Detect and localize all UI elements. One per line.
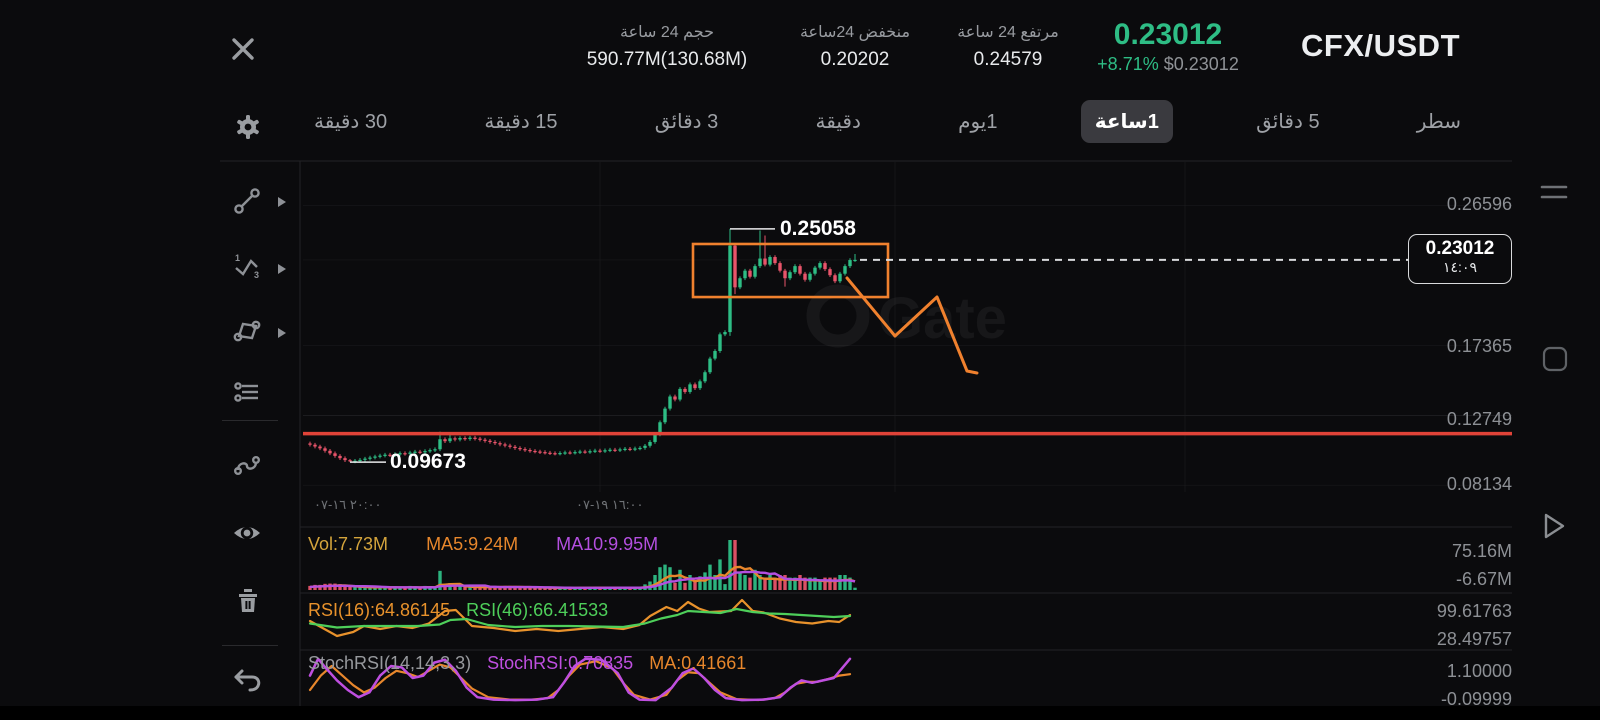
marked-high-label: 0.25058	[780, 217, 856, 240]
tab-15min[interactable]: 15 دقيقة	[484, 111, 558, 133]
current-price-badge: 0.23012 ١٤:٠٩	[1408, 234, 1512, 284]
stochrsi-params-label: StochRSI(14,14,3,3)	[308, 653, 472, 673]
svg-text:1: 1	[235, 253, 240, 263]
rsi-indicator-labels: RSI(16):64.86145 RSI(46):66.41533	[308, 600, 608, 621]
volume-indicator-labels: Vol:7.73M MA5:9.24M MA10:9.95M	[308, 534, 658, 555]
stat-24h-low: منخفض 24ساعة 0.20202	[799, 24, 911, 70]
price-axis-label: 0.26596	[1446, 194, 1512, 214]
ma10-label: MA10:9.95M	[556, 534, 659, 554]
tab-5min[interactable]: 5 دقائق	[1256, 111, 1320, 133]
stochrsi-value-label: StochRSI:0.70835	[487, 653, 634, 673]
submenu-arrow-icon[interactable]	[277, 327, 287, 339]
tab-1min[interactable]: دقيقة	[815, 111, 861, 133]
hide-drawings-eye-icon[interactable]	[231, 518, 263, 548]
svg-text:Gate: Gate	[878, 286, 1007, 351]
stochrsi-indicator-labels: StochRSI(14,14,3,3) StochRSI:0.70835 MA:…	[308, 653, 746, 674]
stat-24h-volume: حجم 24 ساعة 590.77M(130.68M)	[586, 24, 748, 70]
pair-title: CFX/USDT	[1301, 28, 1460, 63]
tab-30min[interactable]: 30 دقيقة	[314, 111, 388, 133]
elliott-wave-tool[interactable]: 1 3	[232, 252, 262, 282]
volume-axis-max: 75.16M	[1451, 541, 1512, 561]
time-axis-label: ١٦:٠٠ ١٩-٠٧	[576, 497, 644, 512]
play-replay-icon[interactable]	[1542, 512, 1566, 540]
marked-low-label: 0.09673	[390, 450, 466, 473]
price-axis-label: 0.12749	[1446, 409, 1512, 429]
fullscreen-icon[interactable]	[1542, 346, 1568, 372]
last-price-block: 0.23012 +8.71% $0.23012	[1088, 18, 1248, 75]
tab-1hour-selected[interactable]: 1ساعة	[1080, 100, 1173, 143]
rsi-axis-min: 28.49757	[1436, 629, 1512, 649]
stat-24h-high: مرتفع 24 ساعة 0.24579	[957, 24, 1059, 70]
rsi-axis-max: 99.61763	[1436, 601, 1512, 621]
tab-line[interactable]: سطر	[1416, 111, 1461, 133]
submenu-arrow-icon[interactable]	[277, 196, 287, 208]
price-usd: $0.23012	[1163, 54, 1239, 74]
last-price: 0.23012	[1113, 18, 1223, 51]
system-navigation-bar	[0, 706, 1600, 720]
parallel-lines-tool[interactable]	[232, 378, 262, 408]
submenu-arrow-icon[interactable]	[277, 263, 287, 275]
rsi46-label: RSI(46):66.41533	[466, 600, 609, 620]
sidebar-divider	[222, 420, 278, 421]
tab-3min[interactable]: 3 دقائق	[654, 111, 719, 133]
change-percent: +8.71%	[1097, 54, 1159, 74]
ma5-label: MA5:9.24M	[426, 534, 519, 554]
timeframe-tabs: سطر 5 دقائق 1ساعة 1يوم دقيقة 3 دقائق 15 …	[300, 100, 1475, 143]
stoch-axis-max: 1.10000	[1446, 661, 1512, 681]
time-axis-label: ٢٠:٠٠ ١٦-٠٧	[314, 497, 382, 512]
volume-axis-min: -6.67M	[1455, 569, 1512, 589]
countdown-time: ١٤:٠٩	[1443, 259, 1477, 275]
shape-rectangle-tool[interactable]	[232, 316, 262, 346]
stochrsi-ma-label: MA:0.41661	[649, 653, 747, 673]
current-price: 0.23012	[1425, 238, 1495, 259]
panel-list-icon[interactable]	[1540, 180, 1568, 204]
vol-label: Vol:7.73M	[308, 534, 389, 554]
rsi16-label: RSI(16):64.86145	[308, 600, 451, 620]
sidebar-divider	[222, 645, 278, 646]
stoch-axis-min: -0.09999	[1440, 689, 1512, 709]
delete-drawings-trash-icon[interactable]	[233, 585, 263, 615]
price-axis-label: 0.08134	[1446, 474, 1512, 494]
curve-tool[interactable]	[232, 450, 262, 480]
chart-settings-gear-icon[interactable]	[233, 112, 263, 142]
undo-icon[interactable]	[232, 668, 264, 696]
price-axis-label: 0.17365	[1446, 336, 1512, 356]
svg-text:3: 3	[254, 270, 259, 280]
tab-1day[interactable]: 1يوم	[958, 111, 998, 133]
close-icon[interactable]	[228, 34, 258, 64]
trend-line-tool[interactable]	[232, 186, 262, 216]
